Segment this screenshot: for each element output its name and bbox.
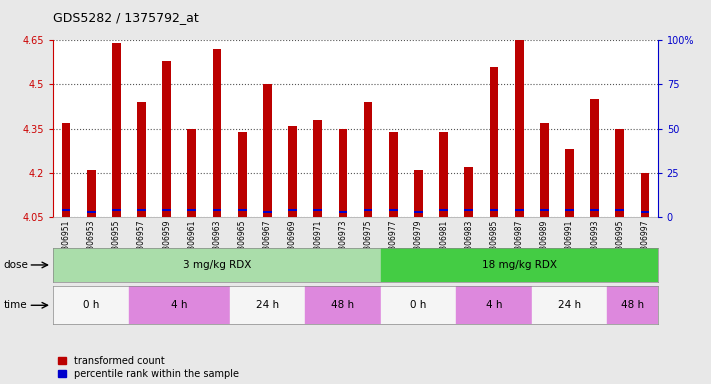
Bar [137,102,146,217]
Bar [188,209,196,211]
Bar [230,286,305,324]
Bar [364,209,373,211]
Bar [129,286,230,324]
Bar [213,209,221,211]
Bar [137,209,146,211]
Bar [288,209,297,211]
Text: 4 h: 4 h [171,300,188,310]
Text: 4 h: 4 h [486,300,502,310]
Text: 0 h: 0 h [410,300,427,310]
Bar [515,209,523,211]
Bar [540,123,549,217]
Bar [263,84,272,217]
Bar [380,248,658,282]
Bar [314,209,322,211]
Text: time: time [4,300,27,310]
Bar [490,67,498,217]
Bar [490,209,498,211]
Bar [305,286,380,324]
Bar [62,209,70,211]
Text: dose: dose [4,260,28,270]
Bar [213,49,221,217]
Text: 48 h: 48 h [331,300,355,310]
Bar [616,209,624,211]
Bar [364,102,373,217]
Bar [389,132,397,217]
Bar [87,170,95,217]
Legend: transformed count, percentile rank within the sample: transformed count, percentile rank withi… [58,356,239,379]
Bar [565,209,574,211]
Bar [641,211,649,213]
Text: 18 mg/kg RDX: 18 mg/kg RDX [481,260,557,270]
Text: 3 mg/kg RDX: 3 mg/kg RDX [183,260,251,270]
Bar [590,99,599,217]
Bar [314,120,322,217]
Bar [414,170,423,217]
Bar [456,286,532,324]
Bar [414,211,423,213]
Text: 48 h: 48 h [621,300,644,310]
Text: GDS5282 / 1375792_at: GDS5282 / 1375792_at [53,12,199,25]
Bar [641,173,649,217]
Bar [338,129,347,217]
Bar [53,248,380,282]
Bar [616,129,624,217]
Bar [515,40,523,217]
Bar [590,209,599,211]
Text: 0 h: 0 h [83,300,100,310]
Bar [162,61,171,217]
Bar [565,149,574,217]
Bar [439,132,448,217]
Bar [263,211,272,213]
Bar [237,132,247,217]
Bar [380,286,456,324]
Text: 24 h: 24 h [558,300,581,310]
Bar [188,129,196,217]
Bar [237,209,247,211]
Bar [288,126,297,217]
Bar [540,209,549,211]
Bar [607,286,658,324]
Bar [389,209,397,211]
Bar [439,209,448,211]
Bar [62,123,70,217]
Bar [464,167,474,217]
Bar [532,286,607,324]
Text: 24 h: 24 h [256,300,279,310]
Bar [112,43,121,217]
Bar [338,211,347,213]
Bar [464,209,474,211]
Bar [53,286,129,324]
Bar [162,209,171,211]
Bar [87,211,95,213]
Bar [112,209,121,211]
